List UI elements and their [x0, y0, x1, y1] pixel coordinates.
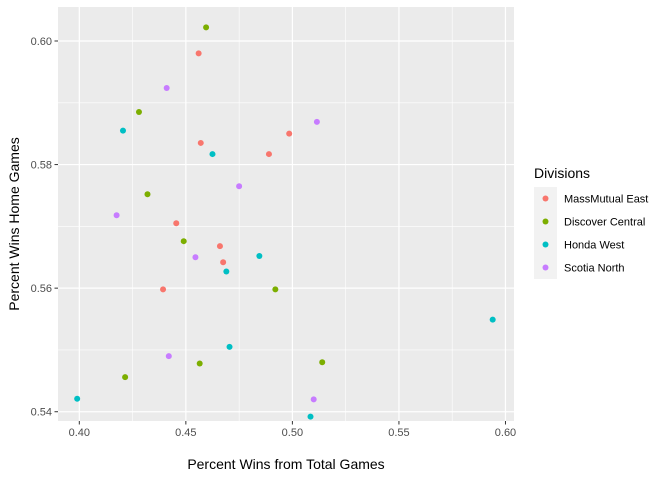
data-point — [165, 353, 172, 360]
x-tick-label: 0.60 — [495, 427, 516, 439]
data-point — [319, 359, 326, 366]
data-point — [160, 286, 167, 293]
data-point — [173, 220, 180, 227]
data-point — [226, 343, 233, 350]
data-point — [196, 360, 203, 367]
x-tick-label: 0.55 — [388, 427, 409, 439]
data-point — [310, 396, 317, 403]
legend-label: MassMutual East — [564, 194, 648, 206]
data-point — [216, 243, 223, 250]
data-point — [209, 151, 216, 158]
data-point — [489, 316, 496, 323]
data-point — [272, 286, 279, 293]
data-point — [180, 238, 187, 245]
legend-marker — [542, 195, 549, 202]
x-axis-title: Percent Wins from Total Games — [187, 456, 384, 472]
data-point — [223, 268, 230, 275]
data-points — [74, 24, 496, 420]
x-tick-label: 0.40 — [69, 427, 90, 439]
data-point — [313, 118, 320, 125]
data-point — [307, 413, 314, 420]
grid-major — [58, 7, 514, 421]
y-tick-label: 0.56 — [31, 283, 52, 295]
data-point — [236, 183, 243, 190]
y-tick-label: 0.60 — [31, 36, 52, 48]
y-axis: 0.54 0.56 0.58 0.60 — [31, 36, 58, 419]
data-point — [122, 374, 129, 381]
data-point — [163, 84, 170, 91]
data-point — [192, 254, 199, 261]
data-point — [256, 253, 263, 260]
legend-marker — [542, 218, 549, 225]
x-tick-label: 0.50 — [282, 427, 303, 439]
plot-panel — [58, 7, 514, 421]
legend-label: Discover Central — [564, 217, 645, 229]
legend-label: Scotia North — [564, 263, 625, 275]
data-point — [286, 130, 293, 137]
y-tick-label: 0.54 — [31, 407, 52, 419]
data-point — [119, 127, 126, 134]
legend-marker — [542, 264, 549, 271]
data-point — [144, 191, 151, 198]
data-point — [203, 24, 210, 31]
y-axis-title: Percent Wins Home Games — [6, 137, 22, 311]
legend-label: Honda West — [564, 240, 624, 252]
data-point — [195, 50, 202, 57]
legend: Divisions MassMutual East Discover Centra… — [534, 165, 648, 279]
grid-minor — [58, 7, 514, 421]
legend-marker — [542, 241, 549, 248]
data-point — [220, 259, 227, 266]
data-point — [197, 139, 204, 146]
x-tick-label: 0.45 — [175, 427, 196, 439]
data-point — [74, 395, 81, 402]
data-point — [113, 212, 120, 219]
data-point — [265, 151, 272, 158]
x-axis: 0.40 0.45 0.50 0.55 0.60 — [69, 421, 516, 439]
legend-title: Divisions — [534, 165, 590, 181]
data-point — [135, 109, 142, 116]
y-tick-label: 0.58 — [31, 160, 52, 172]
